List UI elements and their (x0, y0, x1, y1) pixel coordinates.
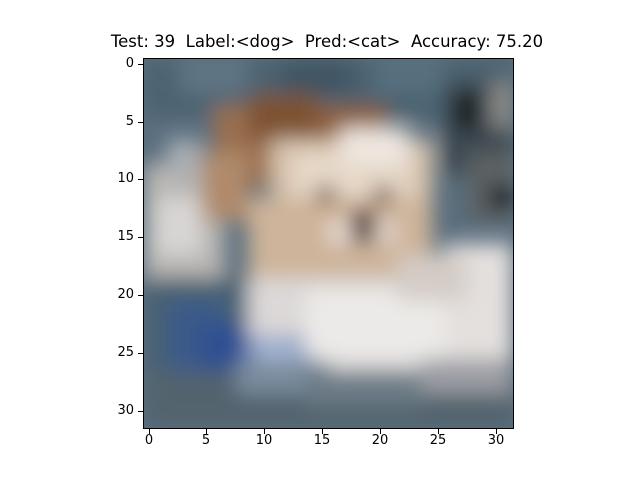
y-tick (138, 237, 143, 238)
x-tick-label: 25 (429, 433, 447, 448)
x-tick (206, 429, 207, 434)
y-tick-label: 30 (117, 403, 134, 418)
y-tick (138, 295, 143, 296)
y-tick (138, 353, 143, 354)
x-tick-label: 10 (255, 433, 273, 448)
x-tick-label: 15 (313, 433, 331, 448)
figure-title: Test: 39 Label:<dog> Pred:<cat> Accuracy… (110, 32, 544, 51)
y-tick-label: 10 (117, 171, 134, 186)
x-tick-label: 0 (144, 433, 154, 448)
x-tick (380, 429, 381, 434)
x-tick (438, 429, 439, 434)
x-tick-label: 20 (371, 433, 389, 448)
y-tick (138, 411, 143, 412)
x-tick-label: 30 (487, 433, 505, 448)
y-tick-label: 25 (117, 345, 134, 360)
y-tick (138, 122, 143, 123)
image-axes (143, 58, 514, 429)
y-tick-label: 0 (125, 56, 134, 71)
y-tick (138, 179, 143, 180)
x-tick (322, 429, 323, 434)
y-tick-label: 5 (125, 114, 134, 129)
x-tick (149, 429, 150, 434)
x-tick (496, 429, 497, 434)
y-tick (138, 64, 143, 65)
y-tick-label: 15 (117, 229, 134, 244)
pixelated-dog-image (144, 59, 513, 428)
x-tick (264, 429, 265, 434)
y-tick-label: 20 (117, 287, 134, 302)
x-tick-label: 5 (201, 433, 211, 448)
